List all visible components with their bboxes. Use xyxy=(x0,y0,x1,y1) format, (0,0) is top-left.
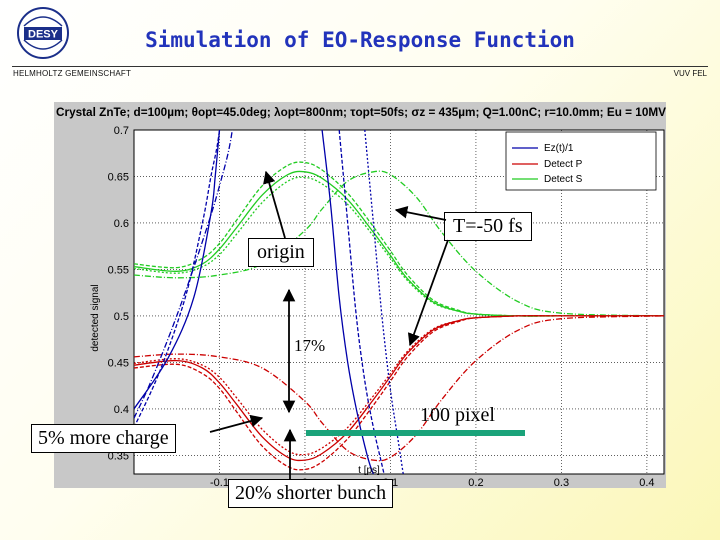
y-tick-label: 0.35 xyxy=(108,450,129,462)
y-axis-label: detected signal xyxy=(90,284,101,351)
legend-box xyxy=(505,131,657,191)
series-line xyxy=(321,130,375,474)
series-line xyxy=(134,315,664,462)
series-line xyxy=(134,315,664,471)
x-tick-label: 0.3 xyxy=(554,477,569,488)
annotation-origin: origin xyxy=(248,238,314,267)
org-left-label: HELMHOLTZ GEMEINSCHAFT xyxy=(13,69,132,78)
legend-label-p: Detect P xyxy=(544,159,583,170)
x-tick-label: 0.2 xyxy=(468,477,483,488)
series-line xyxy=(134,170,664,317)
y-tick-label: 0.4 xyxy=(114,404,129,416)
annotation-pixel: 100 pixel xyxy=(420,404,495,426)
annotation-shorter: 20% shorter bunch xyxy=(228,479,394,508)
header-divider xyxy=(12,66,708,67)
y-tick-label: 0.7 xyxy=(114,125,129,137)
y-tick-label: 0.55 xyxy=(108,264,129,276)
logo-text: DESY xyxy=(28,29,59,41)
y-tick-label: 0.65 xyxy=(108,171,129,183)
slide-title: Simulation of EO-Response Function xyxy=(145,28,575,52)
x-tick-label: 0.4 xyxy=(639,477,654,488)
org-right-label: VUV FEL xyxy=(673,69,707,78)
series-line xyxy=(134,161,664,317)
y-tick-label: 0.45 xyxy=(108,357,129,369)
legend-label-s: Detect S xyxy=(544,174,583,185)
annotation-t-shift: T=-50 fs xyxy=(444,212,532,241)
y-tick-label: 0.6 xyxy=(114,218,129,230)
eo-response-chart: Crystal ZnTe; d=100µm; θopt=45.0deg; λop… xyxy=(56,107,666,488)
y-tick-label: 0.5 xyxy=(114,311,129,323)
annotation-percent: 17% xyxy=(294,336,326,355)
x-tick-label: -0.1 xyxy=(210,477,229,488)
y-tick-layer: 0.35 0.4 0.45 0.5 0.55 0.6 0.65 0.7 xyxy=(108,125,129,462)
x-axis-label: t [ps] xyxy=(358,465,380,476)
chart-panel: Crystal ZnTe; d=100µm; θopt=45.0deg; λop… xyxy=(54,102,666,488)
chart-header: Crystal ZnTe; d=100µm; θopt=45.0deg; λop… xyxy=(56,107,666,119)
series-line xyxy=(364,130,404,474)
series-line xyxy=(134,130,221,410)
desy-logo: DESY xyxy=(17,7,69,59)
series-line xyxy=(134,130,233,419)
legend-label-ez: Ez(t)/1 xyxy=(544,143,574,154)
annotation-charge: 5% more charge xyxy=(31,424,176,453)
chart-legend: Ez(t)/1 Detect P Detect S xyxy=(505,131,657,191)
series-line xyxy=(134,130,221,428)
series-line xyxy=(338,130,385,474)
